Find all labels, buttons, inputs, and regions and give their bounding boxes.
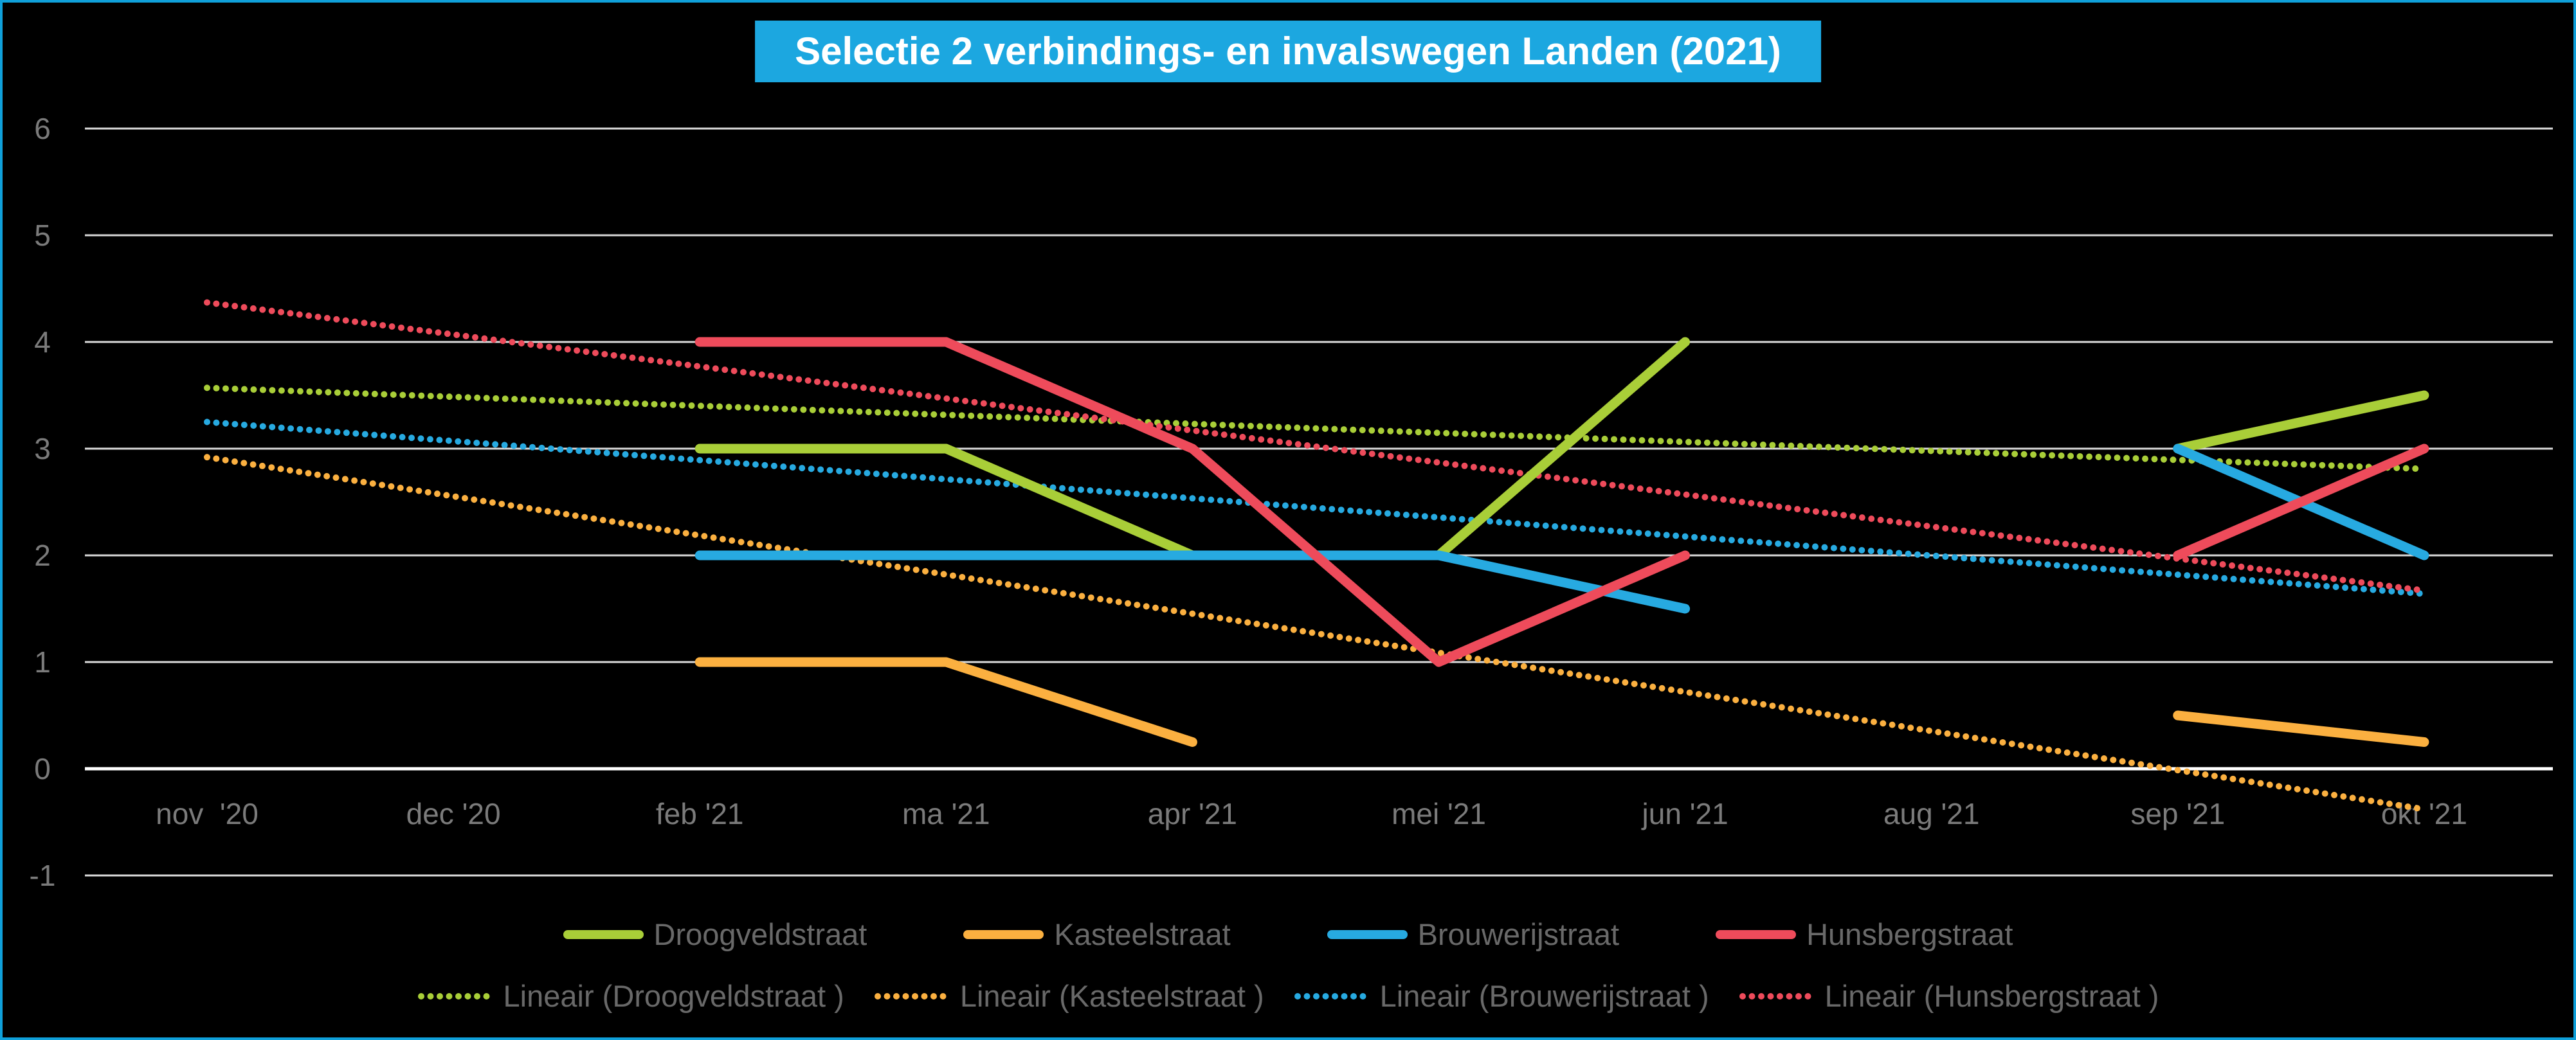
legend-label: Lineair (Kasteelstraat ) [959, 979, 1264, 1013]
legend-label: Hunsbergstraat [1806, 917, 2013, 951]
series-line-kasteelstraat [694, 657, 2429, 747]
series-line-hunsbergstraat [694, 337, 2429, 667]
legend-swatch-dotted-line [417, 992, 493, 1000]
legend-item: Brouwerijstraat [1327, 917, 1619, 952]
y-tick-label: 4 [34, 325, 51, 359]
x-tick-label: sep '21 [2130, 797, 2225, 830]
x-tick-label: dec '20 [406, 797, 501, 830]
y-tick-label: 6 [34, 112, 51, 145]
x-tick-label: nov '20 [156, 797, 259, 830]
legend-item: Hunsbergstraat [1716, 917, 2013, 952]
x-tick-label: mei '21 [1392, 797, 1486, 830]
legend-swatch-dotted-line [1739, 992, 1814, 1000]
y-tick-label: 2 [34, 539, 51, 572]
legend-row-series: Droogveldstraat Kasteelstraat Brouwerijstr… [3, 917, 2573, 952]
x-tick-label: aug '21 [1883, 797, 1979, 830]
x-tick-label: okt '21 [2381, 797, 2467, 830]
legend-swatch-solid-line [1327, 929, 1408, 939]
y-tick-label: 3 [34, 432, 51, 465]
trendline-lineair-brouwerijstraat [204, 418, 2427, 597]
legend-item: Kasteelstraat [963, 917, 1231, 952]
legend-label: Brouwerijstraat [1417, 917, 1620, 951]
legend-swatch-dotted-line [1294, 992, 1369, 1000]
legend-item: Lineair (Hunsbergstraat ) [1739, 978, 2159, 1014]
legend-swatch-solid-line [963, 929, 1044, 939]
trendline-lineair-hunsbergstraat [204, 299, 2427, 594]
legend-label: Kasteelstraat [1054, 917, 1231, 951]
legend-swatch-solid-line [1716, 929, 1797, 939]
legend-swatch-dotted-line [874, 992, 949, 1000]
y-tick-label: 0 [34, 752, 51, 785]
x-tick-label: jun '21 [1641, 797, 1728, 830]
line-chart-canvas: 6 5 4 3 2 1 0 -1 nov '20 dec '20 feb '21 ma '21 apr … [30, 112, 2553, 892]
legend-label: Lineair (Brouwerijstraat ) [1379, 979, 1709, 1013]
x-tick-label: ma '21 [902, 797, 990, 830]
legend-swatch-solid-line [563, 929, 644, 939]
chart-title: Selectie 2 verbindings- en invalswegen L… [755, 21, 1821, 82]
y-tick-label: -1 [30, 859, 56, 892]
trendline-lineair-droogveldstraat [204, 384, 2427, 472]
legend-item: Lineair (Droogveldstraat ) [417, 978, 844, 1014]
legend-item: Lineair (Kasteelstraat ) [874, 978, 1264, 1014]
y-tick-label: 5 [34, 219, 51, 252]
legend-item: Lineair (Brouwerijstraat ) [1294, 978, 1709, 1014]
legend-label: Droogveldstraat [653, 917, 867, 951]
x-tick-label: apr '21 [1148, 797, 1237, 830]
legend-label: Lineair (Droogveldstraat ) [503, 979, 844, 1013]
legend-label: Lineair (Hunsbergstraat ) [1824, 979, 2159, 1013]
y-tick-label: 1 [34, 645, 51, 679]
trendline-lineair-kasteelstraat [204, 454, 2427, 813]
legend-item: Droogveldstraat [563, 917, 867, 952]
x-tick-label: feb '21 [656, 797, 744, 830]
legend-row-trendlines: Lineair (Droogveldstraat ) Lineair (Kaste… [3, 978, 2573, 1014]
